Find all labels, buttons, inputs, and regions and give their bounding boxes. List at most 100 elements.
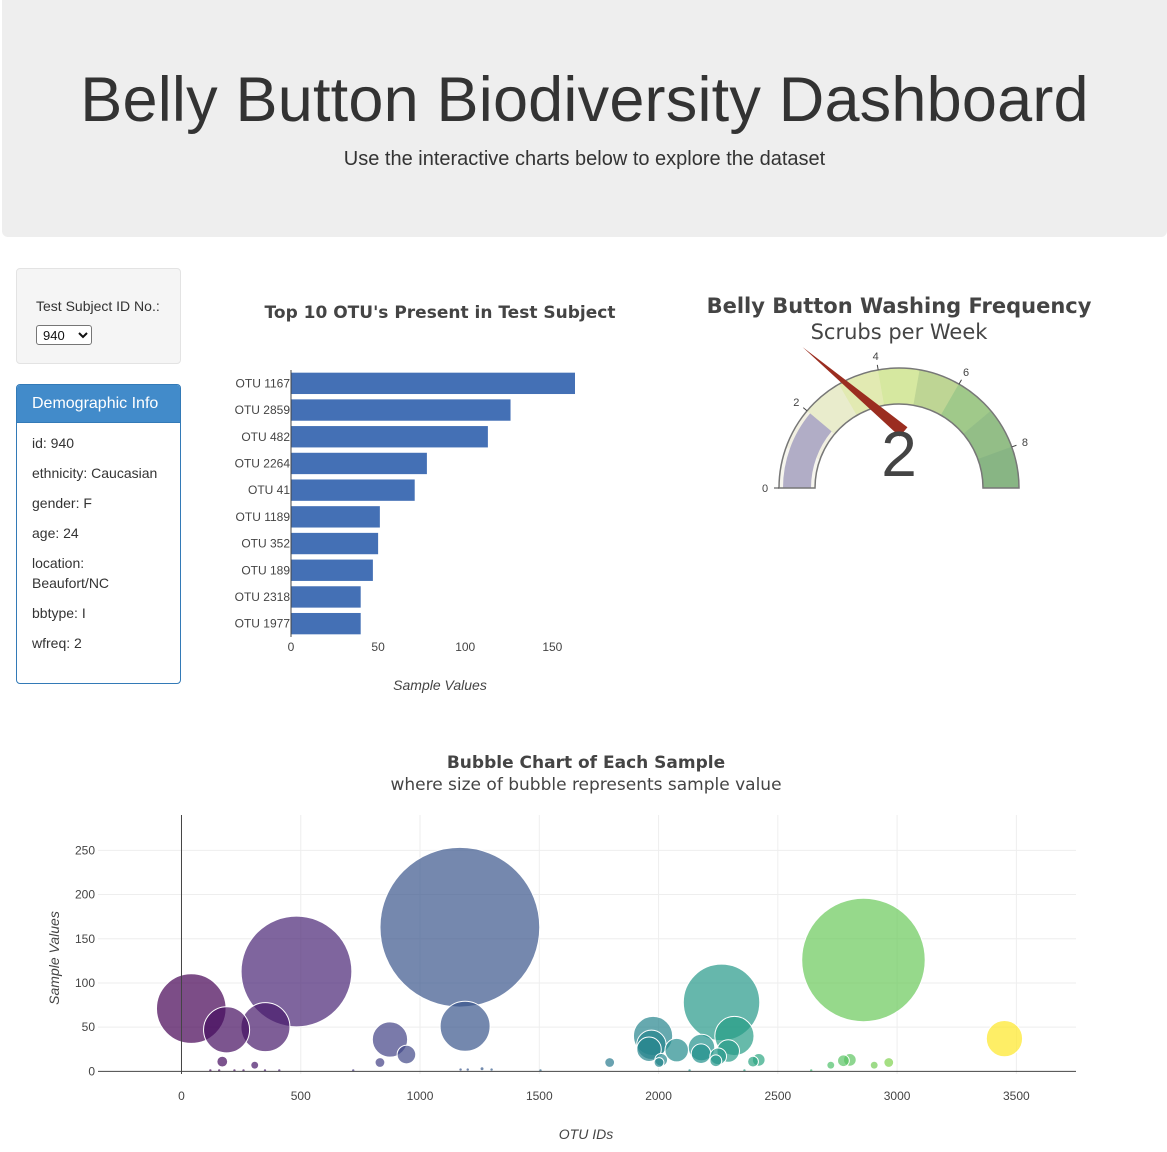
bubble-otu-2240[interactable]: [709, 1054, 723, 1068]
bar-x-tick-label: 100: [455, 640, 475, 654]
bubble-chart-ylabel: Sample Values: [46, 911, 62, 1005]
bar-otu-2264[interactable]: [291, 452, 427, 475]
bubble-otu-1189[interactable]: [439, 1000, 491, 1052]
bubble-otu-832[interactable]: [374, 1057, 386, 1068]
bubble-otu-2965[interactable]: [883, 1057, 895, 1068]
bubble-x-tick-label: 1500: [526, 1089, 553, 1103]
bubble-chart-xlabel: OTU IDs: [559, 1126, 613, 1142]
demo-row-bbtype: bbtype: I: [32, 605, 86, 621]
gauge-tick: [1011, 444, 1017, 448]
bubble-axes: 0 500 1000 1500 2000 2500 3000 3500 0 50 100 150 200…: [75, 815, 1076, 1103]
bubble-x-tick-label: 0: [178, 1089, 185, 1103]
demo-row-ethnicity: ethnicity: Caucasian: [32, 465, 158, 481]
bubble-otu-1170[interactable]: [459, 1068, 462, 1071]
bubble-otu-3450[interactable]: [985, 1020, 1024, 1058]
bar-category-label: OTU 1167: [236, 376, 291, 390]
bar-x-tick-label: 50: [371, 640, 385, 654]
bubble-otu-2396[interactable]: [747, 1055, 759, 1068]
bubble-y-tick-label: 200: [75, 888, 95, 902]
bar-category-label: OTU 352: [241, 537, 290, 551]
gauge-tick-label: 4: [873, 351, 879, 363]
bubble-otu-2178[interactable]: [690, 1043, 712, 1064]
bar-plot-area: OTU 1167 OTU 2859 OTU 482 OTU 2264 OTU 41 OTU…: [235, 370, 575, 654]
bar-x-tick-label: 150: [542, 640, 562, 654]
top-otu-bar-chart[interactable]: Top 10 OTU's Present in Test Subject OTU…: [200, 280, 660, 710]
bar-x-tick-label: 0: [288, 640, 295, 654]
bubble-otu-2775[interactable]: [837, 1054, 850, 1068]
bar-otu-41[interactable]: [291, 479, 415, 501]
bubble-otu-874[interactable]: [371, 1021, 409, 1058]
demographic-info-heading: Demographic Info: [17, 385, 180, 423]
bubble-otu-1300[interactable]: [490, 1068, 493, 1071]
demo-row-location: location: Beaufort/NC: [32, 555, 110, 591]
demo-row-wfreq: wfreq: 2: [32, 635, 82, 651]
bar-category-label: OTU 189: [241, 563, 290, 577]
demo-row-id: id: 940: [32, 435, 75, 451]
gauge-needle: [802, 347, 908, 437]
bubble-chart-title: Bubble Chart of Each Sample: [447, 753, 725, 773]
gauge-tick-label: 2: [793, 397, 799, 409]
bubble-y-tick-label: 0: [88, 1064, 95, 1078]
gauge-title: Belly Button Washing Frequency: [707, 294, 1092, 318]
bubble-otu-2076[interactable]: [664, 1037, 689, 1063]
bar-otu-2318[interactable]: [291, 586, 361, 608]
bubble-chart-subtitle: where size of bubble represents sample v…: [390, 775, 781, 795]
subject-id-select[interactable]: 940: [36, 325, 92, 345]
bubble-otu-1795[interactable]: [604, 1057, 616, 1068]
bubble-x-tick-label: 500: [291, 1089, 311, 1103]
bar-otu-1167[interactable]: [291, 372, 575, 395]
bubble-otu-482[interactable]: [240, 915, 353, 1028]
bar-chart-title: Top 10 OTU's Present in Test Subject: [265, 303, 616, 323]
gauge-tick: [876, 364, 879, 370]
bubble-otu-189[interactable]: [203, 1006, 251, 1054]
bar-category-label: OTU 482: [241, 430, 290, 444]
bubble-otu-1167[interactable]: [379, 846, 541, 1008]
demographic-info-body: id: 940 ethnicity: Caucasian gender: F a…: [17, 423, 180, 653]
bubble-points-layer: [155, 846, 1024, 1072]
bubble-chart[interactable]: Bubble Chart of Each Sample where size o…: [0, 740, 1167, 1152]
bubble-otu-1260[interactable]: [480, 1067, 484, 1071]
bubble-x-tick-label: 3000: [884, 1089, 911, 1103]
bubble-otu-2859[interactable]: [801, 897, 926, 1023]
bubble-otu-943[interactable]: [396, 1044, 417, 1065]
gauge-tick-label: 0: [762, 483, 768, 495]
gauge-tick-label: 8: [1022, 437, 1028, 449]
bar-otu-2859[interactable]: [291, 399, 511, 421]
bubble-otu-1200[interactable]: [466, 1068, 469, 1071]
bar-otu-482[interactable]: [291, 426, 488, 448]
gauge-value-label: 2: [881, 418, 917, 490]
bar-category-label: OTU 2859: [235, 403, 291, 417]
bar-otu-1189[interactable]: [291, 506, 380, 528]
bubble-otu-1960[interactable]: [636, 1036, 662, 1062]
bubble-y-tick-label: 100: [75, 976, 95, 990]
bubble-otu-171[interactable]: [216, 1055, 229, 1068]
bubble-otu-307[interactable]: [251, 1061, 259, 1069]
bar-category-label: OTU 1189: [236, 510, 291, 524]
gauge-tick-label: 6: [963, 367, 969, 379]
bubble-y-tick-label: 250: [75, 843, 95, 857]
bar-category-label: OTU 41: [248, 483, 290, 497]
bubble-x-tick-label: 3500: [1003, 1089, 1030, 1103]
header-jumbotron: Belly Button Biodiversity Dashboard Use …: [2, 0, 1167, 237]
bubble-x-tick-label: 2500: [764, 1089, 791, 1103]
bar-category-label: OTU 1977: [235, 617, 291, 631]
bubble-otu-2002[interactable]: [653, 1057, 665, 1068]
bar-otu-1977[interactable]: [291, 612, 361, 635]
demo-row-gender: gender: F: [32, 495, 92, 511]
demographic-info-panel: Demographic Info id: 940 ethnicity: Cauc…: [16, 384, 181, 684]
bar-category-label: OTU 2264: [235, 456, 291, 470]
gauge-outline: [778, 367, 1020, 489]
gauge-tick: [958, 379, 962, 385]
bubble-x-tick-label: 2000: [645, 1089, 672, 1103]
bubble-otu-2904[interactable]: [870, 1061, 878, 1069]
bubble-y-tick-label: 150: [75, 932, 95, 946]
bar-otu-352[interactable]: [291, 532, 379, 555]
gauge-band-4: [877, 367, 921, 406]
page-subtitle: Use the interactive charts below to expl…: [343, 148, 826, 170]
bubble-otu-2722[interactable]: [827, 1061, 835, 1069]
demo-row-age: age: 24: [32, 525, 79, 541]
bar-otu-189[interactable]: [291, 559, 373, 581]
subject-selector-label: Test Subject ID No.:: [36, 298, 160, 314]
gauge-subtitle: Scrubs per Week: [811, 320, 989, 344]
washing-frequency-gauge[interactable]: Belly Button Washing Frequency Scrubs pe…: [700, 280, 1120, 520]
